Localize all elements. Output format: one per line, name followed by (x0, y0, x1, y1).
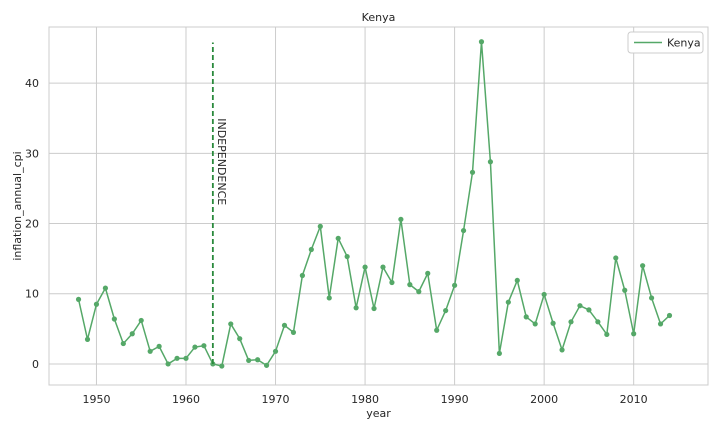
data-point (416, 289, 422, 295)
data-point (452, 282, 458, 288)
data-point (290, 329, 297, 335)
data-point (255, 357, 261, 363)
data-point (514, 277, 520, 284)
series-layer (75, 39, 673, 369)
independence-label: INDEPENDENCE (215, 118, 228, 205)
data-point (344, 253, 350, 260)
x-tick-label: 2010 (620, 393, 648, 406)
y-tick-labels: 0 10 20 30 40 (25, 77, 39, 371)
data-point (505, 299, 511, 305)
data-point (138, 317, 144, 324)
data-point (604, 331, 610, 338)
data-point (308, 246, 314, 253)
data-point (84, 336, 91, 342)
x-axis-label: year (366, 407, 391, 420)
data-point (228, 321, 234, 327)
data-point (192, 344, 198, 350)
data-point (353, 305, 359, 311)
data-point (586, 307, 592, 313)
x-tick-label: 1950 (82, 393, 110, 406)
y-axis-label: inflation_annual_cpi (11, 151, 24, 260)
y-tick-label: 10 (25, 288, 39, 301)
x-tick-label: 2000 (530, 393, 558, 406)
data-point (299, 272, 305, 279)
data-point (541, 291, 547, 298)
data-point (263, 362, 270, 368)
data-point (595, 319, 601, 325)
data-point (174, 355, 180, 361)
data-point (111, 316, 117, 322)
y-tick-label: 20 (25, 218, 39, 231)
plot-background (49, 27, 708, 385)
data-point (201, 343, 207, 349)
legend: Kenya (627, 31, 704, 54)
chart-title: Kenya (362, 11, 396, 24)
x-tick-label: 1980 (351, 393, 379, 406)
legend-label-kenya: Kenya (667, 37, 701, 50)
data-point (568, 319, 574, 325)
y-tick-label: 30 (25, 147, 39, 160)
data-point (550, 320, 556, 326)
data-point (559, 347, 565, 353)
x-tick-label: 1990 (441, 393, 469, 406)
data-point (183, 355, 189, 361)
data-point (523, 314, 529, 320)
y-tick-label: 40 (25, 77, 39, 90)
data-point (93, 301, 100, 307)
data-point (380, 264, 386, 270)
data-point (129, 331, 135, 337)
data-point (640, 263, 646, 269)
data-point (75, 296, 82, 302)
data-point (317, 223, 323, 229)
data-point (407, 282, 413, 288)
data-point (362, 264, 368, 270)
data-point (443, 307, 449, 314)
data-point (371, 305, 377, 312)
y-tick-label: 0 (32, 358, 39, 371)
data-point (434, 327, 440, 333)
annotation-layer: INDEPENDENCE (211, 42, 228, 364)
x-tick-label: 1960 (172, 393, 200, 406)
data-point (398, 216, 404, 222)
data-point (102, 285, 109, 291)
data-point (335, 235, 341, 241)
data-point (272, 348, 279, 354)
data-point (147, 348, 153, 354)
data-point (219, 363, 225, 369)
data-point (165, 361, 171, 367)
data-point (326, 295, 332, 301)
data-point (631, 331, 637, 337)
legend-box (627, 31, 704, 54)
data-point (120, 340, 126, 347)
data-point (425, 270, 431, 276)
data-point (613, 255, 619, 261)
grid (49, 27, 708, 385)
data-point (469, 169, 476, 175)
data-point (281, 322, 288, 328)
data-point (156, 343, 162, 349)
data-point (460, 227, 467, 234)
data-point (389, 279, 395, 286)
data-point (648, 295, 655, 301)
x-tick-label: 1970 (262, 393, 290, 406)
data-point (496, 350, 502, 357)
data-point (577, 303, 583, 309)
data-point (487, 159, 494, 165)
data-point (657, 321, 664, 327)
data-point (532, 321, 538, 327)
x-tick-labels: 1950 1960 1970 1980 1990 2000 2010 (82, 393, 647, 406)
data-point (666, 312, 673, 319)
data-point (237, 336, 243, 342)
data-point (246, 357, 252, 364)
data-point (478, 39, 485, 45)
data-point (622, 287, 628, 293)
plot-frame (48, 26, 709, 386)
